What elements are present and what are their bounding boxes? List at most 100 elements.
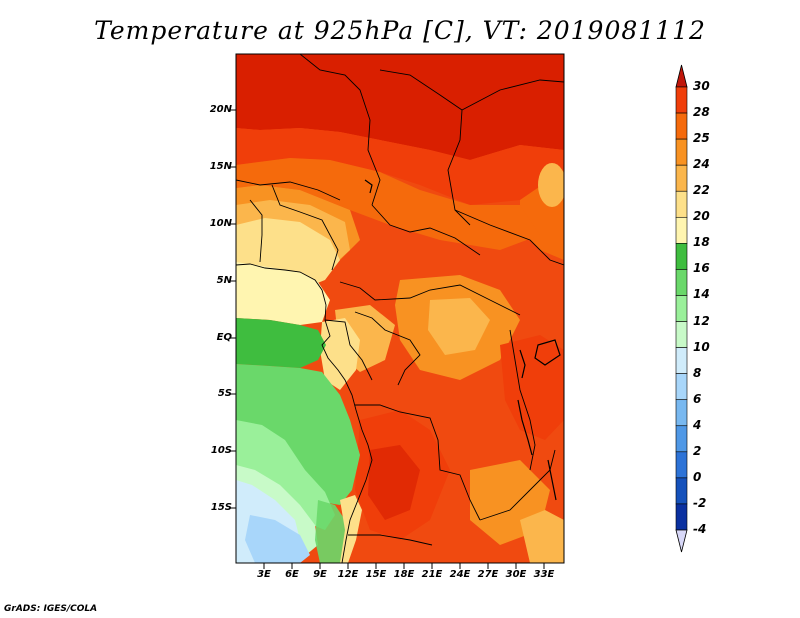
colorbar-label: 25 — [693, 131, 710, 146]
field-ocean-6 — [245, 515, 310, 563]
lon-label-18e: 18E — [393, 569, 415, 580]
colorbar-label: 22 — [693, 183, 710, 198]
field-coastal-yellow — [340, 495, 362, 563]
colorbar-box — [675, 425, 688, 453]
border-sahel-3 — [461, 79, 564, 111]
colorbar-box — [675, 477, 688, 505]
map-title: Temperature at 925hPa [C], VT: 201908111… — [94, 16, 706, 45]
colorbar-box — [675, 399, 688, 427]
border-sahel-1 — [299, 54, 381, 206]
lon-label-12e: 12E — [337, 569, 359, 580]
lake-albert — [519, 349, 526, 379]
y-ticks — [230, 109, 236, 509]
colorbar-box — [675, 138, 688, 166]
field-ocean-16 — [236, 318, 326, 368]
colorbar-box — [675, 216, 688, 244]
colorbar-label: 28 — [693, 105, 710, 120]
colorbar-box — [675, 269, 688, 296]
colorbar-label: 16 — [693, 261, 710, 276]
lat-label-10n: 10N — [209, 218, 232, 229]
border-west-1 — [236, 179, 341, 201]
colorbar — [675, 64, 688, 553]
border-drc-north — [354, 311, 421, 386]
colorbar-label: 18 — [693, 235, 710, 250]
lake-tanganyika — [517, 399, 533, 456]
lake-victoria — [534, 339, 561, 366]
lat-label-10s: 10S — [210, 445, 232, 456]
colorbar-box — [675, 321, 688, 348]
political-boundaries — [236, 54, 564, 563]
field-north-30 — [236, 54, 564, 160]
border-angola — [355, 404, 481, 521]
coastline — [236, 263, 373, 563]
colorbar-label: 6 — [693, 391, 702, 406]
lon-label-24e: 24E — [449, 569, 471, 580]
colorbar-box — [675, 503, 688, 531]
colorbar-box — [675, 373, 688, 401]
colorbar-label: 0 — [693, 469, 702, 484]
lat-label-15n: 15N — [209, 161, 232, 172]
border-drc-east — [509, 329, 536, 471]
colorbar-label: 14 — [693, 287, 710, 302]
colorbar-label: 2 — [693, 443, 702, 458]
border-sahel-2 — [379, 69, 471, 226]
colorbar-label: 12 — [693, 313, 710, 328]
colorbar-bottom-arrow — [675, 529, 688, 553]
field-ocean-18 — [236, 262, 330, 325]
x-ticks — [263, 563, 545, 569]
colorbar-top-arrow — [675, 64, 688, 88]
border-chad — [371, 204, 481, 256]
plot-frame — [235, 53, 565, 564]
colorbar-box — [675, 86, 688, 114]
colorbar-label: 8 — [693, 365, 702, 380]
temperature-field — [236, 54, 564, 563]
colorbar-box — [675, 295, 688, 322]
lon-label-6e: 6E — [285, 569, 299, 580]
lon-label-30e: 30E — [505, 569, 527, 580]
lon-label-9e: 9E — [313, 569, 327, 580]
lakes — [364, 179, 561, 501]
colorbar-box — [675, 243, 688, 270]
lat-label-20n: 20N — [209, 104, 232, 115]
field-sahel-25 — [236, 158, 540, 250]
field-south-30 — [368, 445, 420, 520]
border-congo — [324, 319, 373, 381]
lat-label-5n: 5N — [216, 275, 232, 286]
colorbar-box — [675, 164, 688, 192]
lon-label-27e: 27E — [477, 569, 499, 580]
field-se-22 — [520, 510, 564, 563]
field-ne-blob — [538, 163, 564, 207]
colorbar-label: -2 — [693, 495, 707, 510]
field-coastal-strip — [315, 500, 348, 563]
border-car — [339, 281, 521, 316]
colorbar-box — [675, 451, 688, 479]
credit-text: GrADS: IGES/COLA — [4, 604, 98, 614]
colorbar-box — [675, 112, 688, 140]
border-zambia — [479, 449, 556, 521]
colorbar-box — [675, 347, 688, 374]
lon-label-3e: 3E — [257, 569, 271, 580]
lake-chad — [364, 179, 373, 194]
colorbar-box — [675, 190, 688, 218]
lat-label-5s: 5S — [217, 388, 232, 399]
lat-label-15s: 15S — [210, 502, 232, 513]
border-west-2 — [249, 199, 263, 263]
lon-label-21e: 21E — [421, 569, 443, 580]
border-west-3 — [271, 184, 339, 271]
lon-label-33e: 33E — [533, 569, 555, 580]
colorbar-label: 4 — [693, 417, 702, 432]
field-lakes-28 — [500, 335, 564, 440]
border-sudan — [454, 209, 564, 266]
lat-label-eq: EQ — [216, 332, 232, 343]
lake-malawi — [547, 459, 557, 501]
border-angola-south — [348, 534, 433, 546]
field-28-band — [236, 128, 564, 205]
colorbar-label: 24 — [693, 157, 710, 172]
lon-label-15e: 15E — [365, 569, 387, 580]
colorbar-label: -4 — [693, 522, 707, 536]
colorbar-label: 10 — [693, 339, 710, 354]
colorbar-label: 30 — [693, 79, 710, 93]
colorbar-label: 20 — [693, 209, 710, 224]
field-central-22 — [428, 298, 490, 355]
